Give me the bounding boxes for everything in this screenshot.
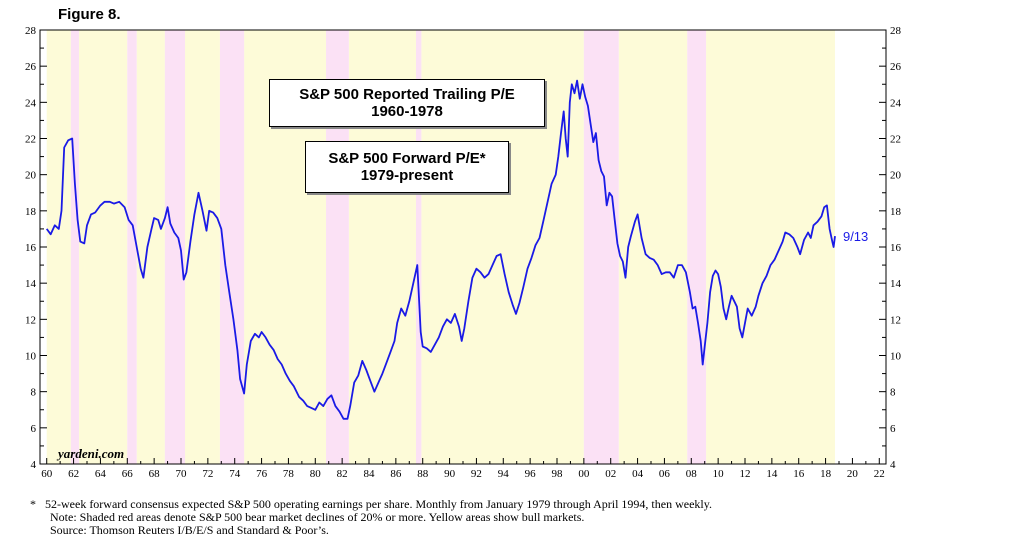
x-tick-label: 64 [95, 468, 107, 480]
forward-pe-title: S&P 500 Forward P/E* [328, 150, 486, 167]
x-tick-label: 04 [632, 468, 644, 480]
footnote-star: * [30, 497, 36, 511]
y-tick-label: 20 [890, 170, 902, 182]
x-tick-label: 12 [740, 468, 751, 480]
y-tick-label: 4 [31, 459, 37, 471]
x-tick-label: 22 [874, 468, 885, 480]
bear-market-band [70, 30, 79, 464]
bear-market-band [326, 30, 349, 464]
bull-market-band [706, 30, 835, 464]
y-tick-label: 10 [890, 351, 902, 363]
bear-market-band [687, 30, 707, 464]
x-tick-label: 62 [68, 468, 79, 480]
x-tick-label: 08 [686, 468, 698, 480]
trailing-pe-title-box: S&P 500 Reported Trailing P/E 1960-1978 [269, 79, 545, 127]
y-tick-label: 24 [890, 97, 902, 109]
y-tick-label: 8 [31, 387, 37, 399]
x-tick-label: 96 [525, 468, 537, 480]
x-tick-label: 00 [578, 468, 590, 480]
x-tick-label: 06 [659, 468, 671, 480]
x-tick-label: 88 [417, 468, 429, 480]
bull-market-band [136, 30, 165, 464]
y-tick-label: 26 [890, 61, 902, 73]
x-tick-label: 80 [310, 468, 322, 480]
x-tick-label: 70 [176, 468, 188, 480]
end-date-label: 9/13 [843, 229, 868, 244]
x-tick-label: 68 [149, 468, 161, 480]
x-tick-label: 76 [256, 468, 268, 480]
footnote-text: 52-week forward consensus expected S&P 5… [45, 497, 712, 511]
bull-market-band [185, 30, 220, 464]
x-tick-label: 74 [229, 468, 241, 480]
y-tick-label: 28 [25, 25, 37, 37]
x-tick-label: 84 [364, 468, 376, 480]
x-tick-label: 20 [847, 468, 859, 480]
forward-pe-title-box: S&P 500 Forward P/E* 1979-present [305, 141, 509, 193]
y-tick-label: 20 [25, 170, 37, 182]
y-tick-label: 16 [25, 242, 37, 254]
y-tick-label: 24 [25, 97, 37, 109]
x-tick-label: 72 [202, 468, 213, 480]
y-tick-label: 26 [25, 61, 37, 73]
x-tick-label: 90 [444, 468, 456, 480]
x-tick-label: 86 [390, 468, 402, 480]
x-tick-label: 60 [41, 468, 53, 480]
footnote-text: Note: Shaded red areas denote S&P 500 be… [50, 510, 585, 524]
y-tick-label: 14 [890, 278, 902, 290]
y-tick-label: 6 [31, 423, 37, 435]
footnote-row: Source: Thomson Reuters I/B/E/S and Stan… [30, 524, 712, 537]
y-tick-label: 12 [890, 314, 901, 326]
y-axis-left: 4 6 8 10 12 14 16 18 20 22 24 26 28 [25, 25, 47, 471]
bull-market-band [618, 30, 688, 464]
footnote-row: Note: Shaded red areas denote S&P 500 be… [30, 511, 712, 524]
x-axis: 60 62 64 66 68 70 72 74 76 78 80 82 84 86 88 90 92 94 96 98… [41, 458, 885, 480]
y-tick-label: 8 [890, 387, 896, 399]
bull-market-band [78, 30, 128, 464]
x-tick-label: 94 [498, 468, 510, 480]
x-tick-label: 14 [766, 468, 778, 480]
pe-series-line [45, 79, 836, 420]
bear-market-band [164, 30, 186, 464]
y-tick-label: 28 [890, 25, 902, 37]
x-tick-label: 18 [820, 468, 832, 480]
y-tick-label: 22 [25, 134, 36, 146]
footnotes: * 52-week forward consensus expected S&P… [30, 498, 712, 537]
y-tick-label: 10 [25, 351, 37, 363]
trailing-pe-title: S&P 500 Reported Trailing P/E [299, 86, 515, 103]
x-tick-label: 98 [552, 468, 564, 480]
footnote-row: * 52-week forward consensus expected S&P… [30, 498, 712, 511]
y-tick-label: 16 [890, 242, 902, 254]
bull-market-band [46, 30, 71, 464]
x-tick-label: 78 [283, 468, 295, 480]
x-tick-label: 02 [605, 468, 616, 480]
y-tick-label: 14 [25, 278, 37, 290]
footnote-text: Source: Thomson Reuters I/B/E/S and Stan… [50, 523, 329, 537]
forward-pe-period: 1979-present [360, 167, 454, 184]
x-tick-label: 10 [713, 468, 725, 480]
y-tick-label: 18 [25, 206, 37, 218]
x-tick-label: 66 [122, 468, 134, 480]
y-axis-right: 4 6 8 10 12 14 16 18 20 22 24 26 28 [879, 25, 902, 471]
figure-label: Figure 8. [58, 6, 121, 23]
y-tick-label: 18 [890, 206, 902, 218]
x-tick-label: 92 [471, 468, 482, 480]
trailing-pe-period: 1960-1978 [371, 103, 443, 120]
x-tick-label: 16 [793, 468, 805, 480]
y-tick-label: 4 [890, 459, 896, 471]
bear-market-band [583, 30, 619, 464]
y-tick-label: 6 [890, 423, 896, 435]
bear-market-band [127, 30, 137, 464]
y-tick-label: 22 [890, 134, 901, 146]
watermark: yardeni.com [56, 446, 124, 461]
x-tick-label: 82 [337, 468, 348, 480]
bear-market-band [416, 30, 422, 464]
y-tick-label: 12 [25, 314, 36, 326]
market-period-bands [46, 30, 835, 464]
